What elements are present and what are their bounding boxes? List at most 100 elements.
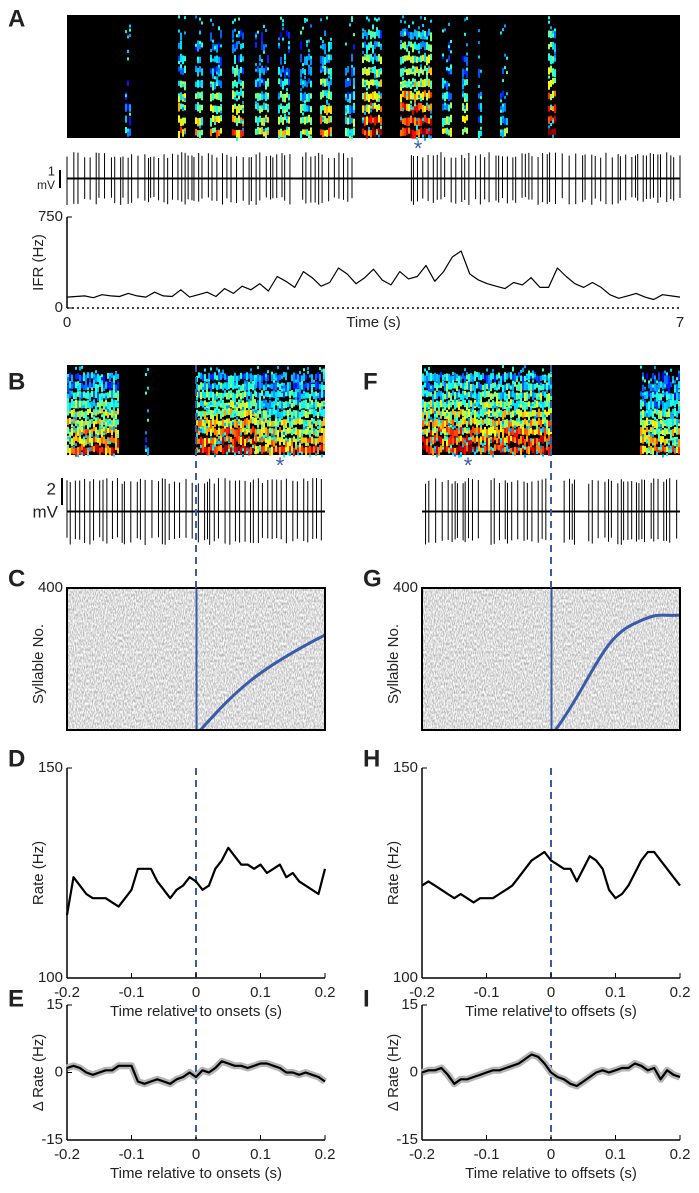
spectrogram-texture — [554, 69, 556, 78]
spectrogram-texture — [530, 383, 532, 391]
spectrogram-texture — [542, 384, 544, 391]
spectrogram-texture — [326, 67, 328, 74]
spectrogram-texture — [662, 400, 664, 409]
spectrogram-texture — [198, 390, 200, 394]
spectrogram-texture — [67, 375, 69, 384]
spectrogram-texture — [246, 418, 248, 425]
spectrogram-texture — [218, 440, 220, 444]
spectrogram-texture — [303, 392, 305, 396]
spectrogram-texture — [670, 368, 672, 372]
spectrogram-texture — [277, 405, 279, 409]
spectrogram-texture — [426, 92, 428, 101]
spectrogram-texture — [550, 370, 552, 374]
spectrogram-texture — [197, 118, 199, 127]
spectrogram-texture — [658, 446, 660, 450]
spectrogram-texture — [406, 81, 408, 85]
spectrogram-texture — [446, 400, 448, 404]
spectrogram-texture — [372, 127, 374, 136]
spectrogram-texture — [210, 54, 212, 58]
spectrogram-texture — [109, 420, 111, 424]
spectrogram-texture — [546, 428, 548, 435]
spectrogram-texture — [236, 98, 238, 102]
spectrogram-texture — [107, 392, 109, 399]
spectrogram-texture — [81, 375, 83, 382]
spectrogram-texture — [456, 374, 458, 381]
spectrogram-texture — [470, 391, 472, 395]
spectrogram-texture — [103, 436, 105, 444]
spectrogram-texture — [418, 103, 420, 111]
spectrogram-texture — [315, 430, 317, 434]
spectrogram-texture — [199, 125, 201, 129]
spectrogram-texture — [267, 370, 269, 374]
spectrogram-texture — [285, 390, 287, 397]
spectrogram-texture — [366, 54, 368, 62]
spectrogram-texture — [550, 383, 552, 389]
spectrogram-texture — [91, 419, 93, 423]
spectrogram-texture — [113, 453, 115, 457]
spectrogram-texture — [315, 399, 317, 407]
spectrogram-texture — [668, 444, 670, 448]
spectrogram-texture — [99, 418, 101, 426]
spectrogram-texture — [656, 420, 658, 429]
spectrogram-texture — [250, 428, 252, 435]
spectrogram-texture — [297, 390, 299, 399]
spectrogram-texture — [446, 103, 448, 111]
spectrogram-texture — [498, 417, 500, 425]
spectrogram-texture — [522, 381, 524, 391]
spectrogram-texture — [452, 372, 454, 376]
spectrogram-texture — [450, 39, 452, 43]
spectrogram-texture — [520, 383, 522, 393]
spectrogram-texture — [532, 429, 534, 435]
spectrogram-texture — [550, 104, 552, 108]
spectrogram-texture — [410, 83, 412, 87]
spectrogram-texture — [526, 420, 528, 429]
spectrogram-texture — [502, 365, 504, 369]
spectrogram-texture — [297, 436, 299, 440]
spectrogram-texture — [71, 383, 73, 390]
spectrogram-texture — [115, 392, 117, 398]
spectrogram-texture — [436, 437, 438, 441]
spectrogram-texture — [480, 441, 482, 445]
spectrogram-texture — [197, 105, 199, 112]
x-tick-label: -0.2 — [409, 1146, 435, 1163]
spectrogram-texture — [238, 78, 240, 84]
spectrogram-texture — [284, 114, 286, 121]
spectrogram-texture — [322, 90, 324, 98]
spectrogram-texture — [242, 383, 244, 391]
spectrogram-texture — [652, 447, 654, 455]
spectrogram-texture — [236, 41, 238, 50]
spectrogram-texture — [452, 390, 454, 396]
spectrogram-texture — [416, 44, 418, 50]
spectrogram-texture — [255, 374, 257, 378]
spectrogram-texture — [554, 54, 556, 58]
spectrogram-texture — [125, 103, 127, 112]
spectrogram-texture — [320, 65, 322, 73]
spectrogram-texture — [214, 403, 216, 407]
spectrogram-texture — [240, 392, 242, 400]
spectrogram-texture — [428, 117, 430, 124]
spectrogram-texture — [291, 390, 293, 396]
spectrogram-texture — [440, 420, 442, 430]
spectrogram-texture — [424, 78, 426, 87]
spectrogram-texture — [470, 372, 472, 382]
spectrogram-texture — [462, 409, 464, 417]
spectrogram-texture — [97, 429, 99, 439]
spectrogram-texture — [222, 436, 224, 445]
spectrogram-texture — [646, 447, 648, 455]
spectrogram-texture — [226, 375, 228, 381]
spectrogram-texture — [416, 91, 418, 100]
spectrogram-texture — [364, 41, 366, 48]
spectrogram-texture — [554, 31, 556, 39]
x-tick-label: 0.2 — [315, 1146, 336, 1163]
spectrogram-texture — [265, 118, 267, 122]
spectrogram-texture — [238, 421, 240, 425]
spectrogram-texture — [380, 93, 382, 97]
spectrogram-texture — [291, 402, 293, 408]
spectrogram-texture — [548, 80, 550, 90]
spectrogram-texture — [257, 436, 259, 442]
spectrogram-texture — [315, 373, 317, 380]
spectrogram-texture — [319, 402, 321, 409]
spectrogram-texture — [87, 372, 89, 379]
spectrogram-texture — [422, 435, 424, 443]
spectrogram-texture — [438, 417, 440, 421]
